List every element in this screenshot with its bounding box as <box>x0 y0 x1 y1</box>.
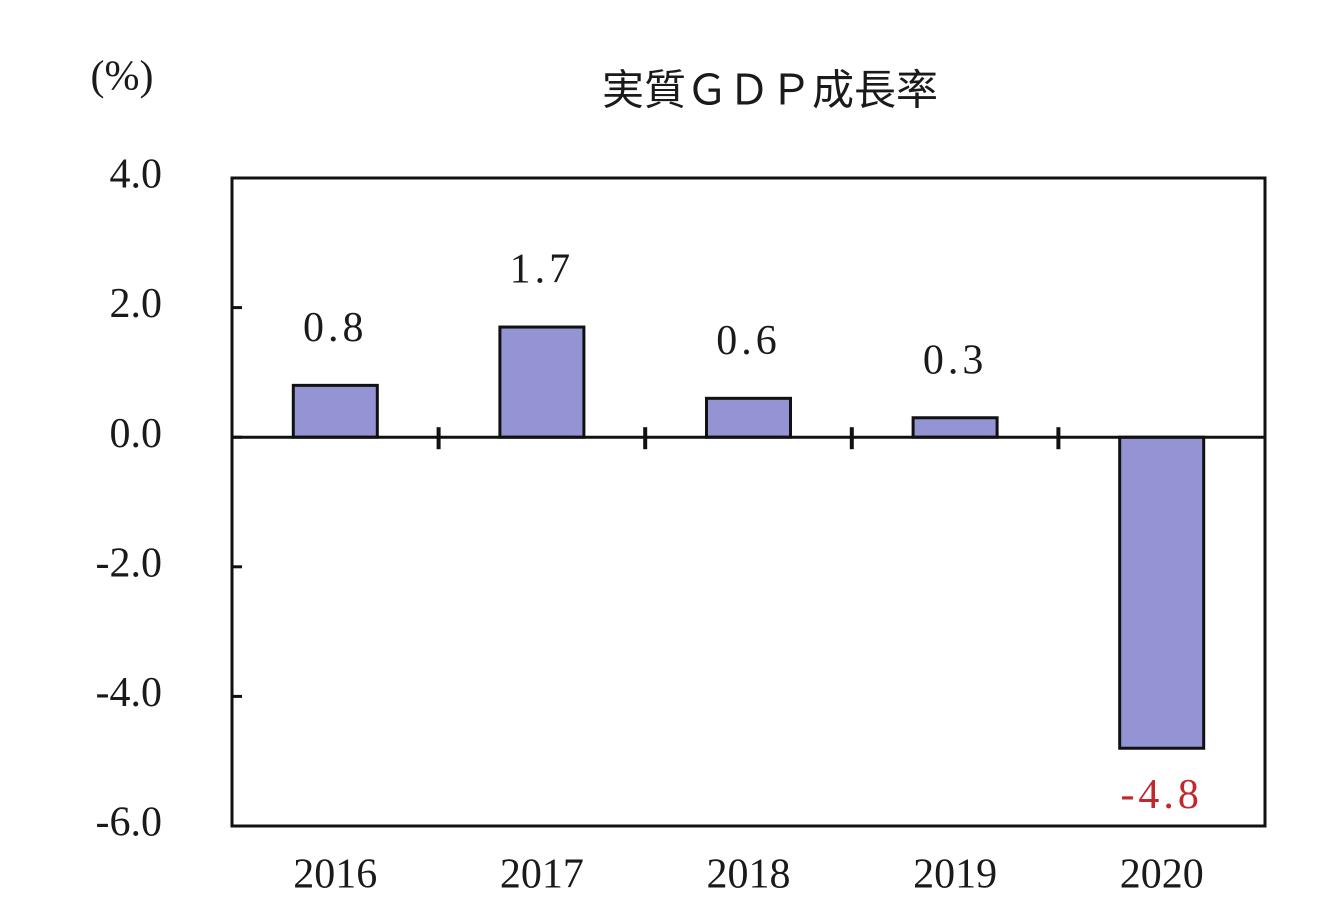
y-tick-label: 2.0 <box>110 281 163 327</box>
chart-title: 実質ＧＤＰ成長率 <box>602 68 938 115</box>
y-tick-label: -6.0 <box>96 800 163 846</box>
bar <box>291 383 379 439</box>
value-label: 1.7 <box>510 247 575 293</box>
x-tick-label: 2019 <box>913 852 997 898</box>
value-label: 0.8 <box>303 305 368 351</box>
plot-frame <box>230 176 1267 828</box>
y-unit: (%) <box>91 54 154 100</box>
y-tick-label: 4.0 <box>110 152 163 198</box>
x-tick-label: 2017 <box>500 852 584 898</box>
x-tick-label: 2018 <box>707 852 791 898</box>
value-label: 0.3 <box>923 337 988 383</box>
x-tick-label: 2020 <box>1120 852 1204 898</box>
bar <box>1118 435 1206 750</box>
y-tick-label: 0.0 <box>110 411 163 457</box>
value-label: 0.6 <box>716 318 781 364</box>
value-label: -4.8 <box>1120 772 1203 818</box>
bar <box>911 416 999 439</box>
bar <box>705 396 792 439</box>
bar <box>498 325 586 439</box>
y-tick-label: -4.0 <box>96 670 163 716</box>
y-tick-label: -2.0 <box>96 540 163 586</box>
x-tick-label: 2016 <box>293 852 377 898</box>
